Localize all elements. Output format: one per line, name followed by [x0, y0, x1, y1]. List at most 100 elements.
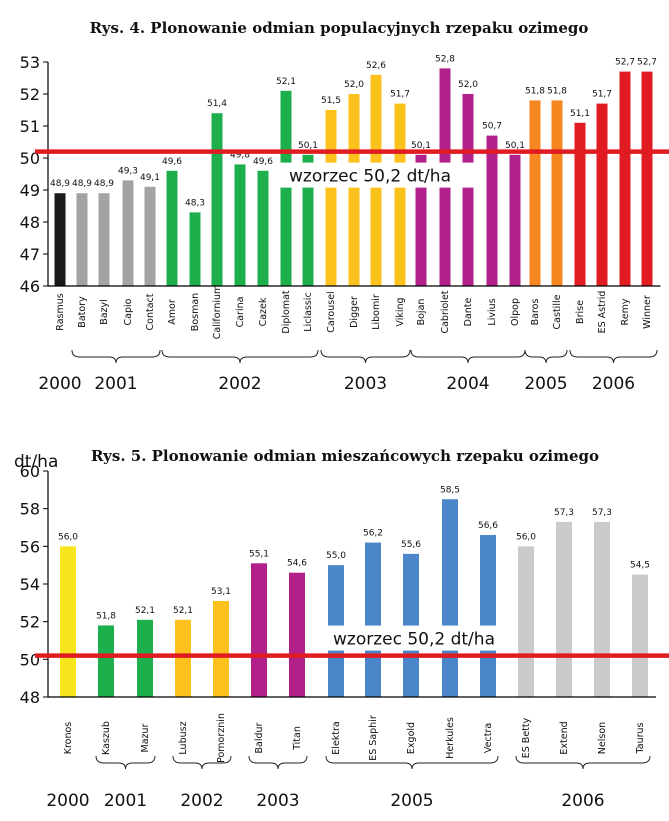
category-label: Exgold	[406, 722, 417, 754]
bar-lower-part	[480, 650, 496, 697]
year-group-label: 2003	[344, 374, 387, 394]
bar-value-label: 54,5	[630, 561, 650, 571]
category-label: Digger	[349, 296, 360, 328]
year-group-brace	[248, 755, 308, 770]
bar-value-label: 56,2	[363, 529, 383, 539]
y-tick-label: 58	[20, 500, 40, 519]
bar	[166, 170, 178, 286]
bar-lower-part	[365, 650, 381, 697]
bar-value-label: 56,6	[478, 521, 498, 531]
reference-label: wzorzec 50,2 dt/ha	[289, 167, 451, 187]
bar	[509, 154, 521, 286]
bar	[632, 574, 648, 697]
category-label: Liclassic	[303, 292, 314, 331]
category-label: Pomorznin	[216, 713, 227, 763]
category-label: Mazur	[140, 723, 151, 752]
chart-1-title: Rys. 4. Plonowanie odmian populacyjnych …	[90, 19, 589, 37]
year-group-brace	[71, 349, 161, 364]
year-group-label: 2000	[46, 791, 89, 811]
bar	[122, 180, 134, 286]
year-group-label: 2002	[218, 374, 261, 394]
category-label: Libomir	[371, 294, 382, 330]
category-label: Lubusz	[178, 721, 189, 754]
y-tick-label: 48	[20, 688, 40, 707]
bar	[175, 619, 191, 697]
bar-lower-part	[415, 187, 427, 286]
bar-lower-part	[328, 650, 344, 697]
bar-value-label: 52,0	[458, 80, 478, 90]
bar-value-label: 55,6	[401, 540, 421, 550]
category-label: Carina	[235, 297, 246, 328]
category-label: Castille	[552, 294, 563, 329]
category-label: Livius	[487, 298, 498, 325]
category-label: Nelson	[597, 722, 608, 754]
bar-value-label: 48,9	[72, 179, 92, 189]
bar-value-label: 49,1	[140, 173, 160, 183]
bar-lower-part	[348, 187, 360, 286]
bar-lower-part	[442, 650, 458, 697]
category-label: ES Astrid	[597, 291, 608, 334]
bar	[370, 74, 382, 163]
y-tick-label: 54	[20, 575, 40, 594]
year-group-brace	[325, 755, 499, 770]
y-tick-label: 52	[20, 613, 40, 632]
bar	[60, 546, 76, 697]
bar-value-label: 48,9	[94, 179, 114, 189]
bar	[462, 94, 474, 163]
bar-lower-part	[302, 187, 314, 286]
bar	[144, 186, 156, 286]
bar-value-label: 51,8	[525, 86, 545, 96]
year-group-label: 2006	[592, 374, 635, 394]
bar	[518, 546, 534, 697]
bar-value-label: 55,0	[326, 551, 346, 561]
bar-value-label: 49,6	[253, 157, 273, 167]
bar	[551, 100, 563, 287]
bar-value-label: 52,1	[135, 606, 155, 616]
bar	[480, 535, 496, 626]
bar-value-label: 54,6	[287, 559, 307, 569]
chart-2: 48 50 52 54 56 58 60 56,0 Kronos 2000 51,8 Kaszub 52…	[20, 462, 669, 811]
bar-value-label: 52,1	[276, 77, 296, 87]
year-group-label: 2003	[256, 791, 299, 811]
category-label: Vectra	[483, 723, 494, 753]
bar	[76, 193, 88, 286]
category-label: Capio	[123, 298, 134, 325]
bar-value-label: 51,7	[390, 90, 410, 100]
bar-value-label: 52,8	[435, 54, 455, 64]
bar	[394, 103, 406, 163]
category-label: Winner	[642, 295, 653, 329]
category-label: Bosman	[190, 293, 201, 331]
category-label: Batory	[77, 296, 88, 328]
category-label: Herkules	[445, 717, 456, 759]
category-label: Elektra	[331, 721, 342, 754]
bar-lower-part	[403, 650, 419, 697]
bar	[302, 154, 314, 163]
bar	[98, 625, 114, 697]
bar-value-label: 50,1	[298, 141, 318, 151]
category-label: Bojan	[416, 299, 427, 326]
bar-value-label: 53,1	[211, 587, 231, 597]
category-label: Contact	[145, 293, 156, 330]
category-label: Taurus	[635, 722, 646, 754]
y-tick-label: 53	[20, 53, 40, 72]
category-label: Californium	[212, 285, 223, 340]
bar-value-label: 48,3	[185, 198, 205, 208]
bar	[54, 193, 66, 286]
bar-lower-part	[462, 187, 474, 286]
bar	[280, 90, 292, 163]
bar-lower-part	[394, 187, 406, 286]
bar-value-label: 56,0	[516, 532, 536, 542]
category-label: Rasmus	[55, 293, 66, 330]
category-label: Kaszub	[101, 721, 112, 755]
y-tick-label: 51	[20, 117, 40, 136]
bar-lower-part	[325, 187, 337, 286]
year-group-label: 2000	[38, 374, 81, 394]
category-label: Bazyl	[99, 299, 110, 325]
bar	[403, 553, 419, 626]
category-label: Cabriolet	[440, 290, 451, 333]
bar	[619, 71, 631, 286]
bar-value-label: 51,7	[592, 90, 612, 100]
bar	[137, 619, 153, 697]
bar	[596, 103, 608, 286]
bar	[574, 122, 586, 286]
